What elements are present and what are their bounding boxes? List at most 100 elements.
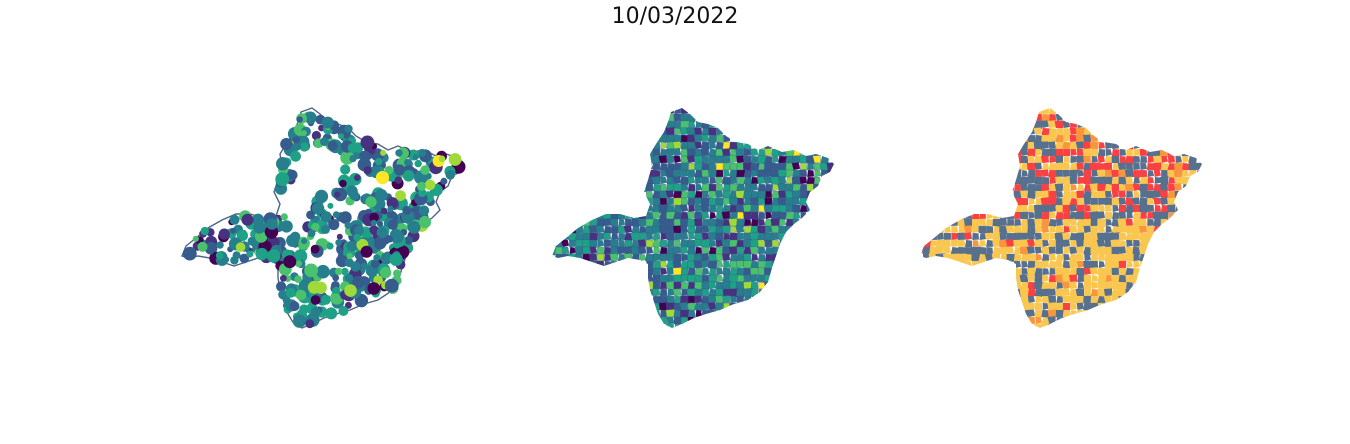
municipality-region [978,247,987,255]
municipality-region [992,247,1001,255]
municipality-region [701,232,710,241]
municipality-region [1133,191,1140,198]
municipality-region [1152,211,1163,221]
municipality-point [300,130,307,137]
municipality-region [1139,254,1148,262]
municipality-region [950,247,959,255]
municipality-region [758,211,766,220]
municipality-point [332,211,340,219]
municipality-region [1119,226,1126,233]
municipality-region [765,190,773,199]
municipality-region [1055,239,1064,248]
municipality-region [716,267,724,276]
municipality-point [218,228,230,240]
municipality-point [299,142,309,152]
municipality-region [681,183,689,192]
municipality-region [589,211,598,220]
municipality-region [709,239,717,248]
municipality-region [625,211,633,220]
municipality-point [393,269,401,278]
municipality-region [756,141,766,150]
municipality-region [666,204,675,213]
municipality-region [1048,253,1056,261]
municipality-region [978,225,987,234]
municipality-region [694,218,703,227]
municipality-region [1041,288,1051,298]
municipality-region [1154,205,1161,212]
municipality-region [1048,134,1057,143]
municipality-point [275,172,290,187]
municipality-region [1082,141,1092,150]
municipality-region [1056,170,1063,177]
municipality-point [334,191,341,198]
municipality-region [688,120,696,129]
municipality-region [1097,302,1105,310]
municipality-region [1098,142,1105,149]
municipality-region [1019,274,1029,283]
municipality-region [950,239,958,247]
municipality-region [680,218,689,227]
municipality-point [395,149,403,157]
municipality-region [1027,254,1037,263]
municipality-region [1118,253,1128,263]
municipality-region [589,239,598,248]
municipality-region [645,183,654,192]
municipality-region [1118,295,1127,304]
municipality-region [1083,169,1092,178]
municipality-region [965,212,972,219]
municipality-region [750,288,759,297]
municipality-point [287,169,298,181]
municipality-region [709,190,717,199]
municipality-region [672,225,682,234]
municipality-region [666,155,675,164]
municipality-region [1138,246,1147,254]
municipality-region [1068,281,1077,289]
municipality-point [390,230,404,244]
municipality-region [1083,176,1092,185]
municipality-point [370,259,380,269]
municipality-region [582,246,591,255]
municipality-region [743,253,752,262]
municipality-region [672,288,682,297]
municipality-point [380,252,393,265]
municipality-point [320,294,332,305]
municipality-region [793,148,801,157]
municipality-region [1020,183,1028,191]
municipality-region [1054,267,1065,277]
municipality-point [204,241,218,255]
municipality-region [1056,254,1064,262]
municipality-region [1125,253,1134,262]
municipality-region [1048,282,1057,290]
municipality-region [1062,239,1070,247]
municipality-region [1097,183,1107,193]
municipality-region [1189,177,1196,184]
municipality-point [373,254,381,262]
municipality-region [792,218,801,227]
municipality-region [1035,108,1042,114]
municipality-region [1125,218,1133,226]
municipality-region [701,176,710,185]
municipality-region [1070,191,1078,199]
municipality-region [1111,197,1120,206]
municipality-region [674,108,682,115]
municipality-region [920,246,923,254]
municipality-region [1048,190,1057,199]
municipality-point [327,140,338,151]
municipality-region [574,225,584,234]
municipality-region [792,183,801,192]
municipality-region [569,239,577,248]
municipality-region [693,260,703,269]
municipality-region [806,155,816,165]
municipality-region [1140,170,1147,177]
map-panel-choropleth-categories [916,100,1216,340]
municipality-region [957,261,966,269]
points-map-svg [181,107,466,329]
municipality-region [1026,274,1035,282]
municipality-region [1063,226,1070,233]
municipality-region [680,204,689,213]
municipality-region [957,219,967,228]
municipality-region [701,218,710,227]
municipality-region [673,246,682,255]
municipality-region [716,127,724,136]
municipality-point [304,111,317,124]
